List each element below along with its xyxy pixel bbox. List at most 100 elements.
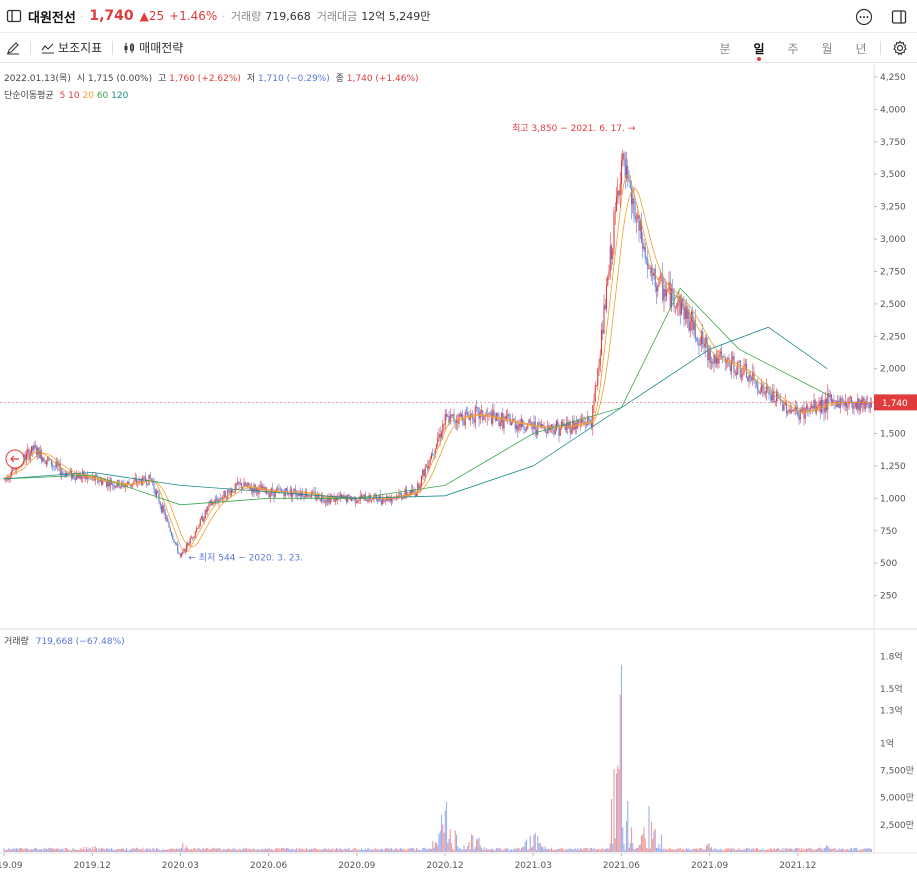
candle-body: [200, 516, 203, 520]
volume-bar: [592, 849, 594, 852]
panel-icon[interactable]: [891, 9, 907, 25]
volume-bar: [354, 848, 356, 852]
candle-body: [122, 482, 124, 484]
candle-body: [563, 424, 565, 427]
candle-body: [695, 338, 698, 340]
candle-body: [172, 535, 174, 540]
volume-bar: [62, 848, 64, 852]
volume-bar: [637, 847, 639, 852]
candle-body: [600, 329, 603, 356]
candle-body: [820, 400, 823, 413]
tab-day[interactable]: 일: [742, 40, 776, 61]
gear-icon[interactable]: [892, 40, 908, 56]
ma-legend[interactable]: 단순이동평균 5 10 20 60 120: [4, 88, 128, 101]
volume-bar: [74, 849, 76, 852]
candle-body: [454, 421, 456, 423]
y-tick-label: 4,000: [880, 105, 906, 115]
volume-bar: [325, 849, 328, 852]
volume-bar: [114, 850, 116, 852]
candle-body: [434, 448, 436, 455]
volume-bar: [533, 835, 535, 852]
volume-bar: [149, 848, 151, 852]
tab-month[interactable]: 월: [821, 41, 833, 56]
strategy-label: 매매전략: [139, 41, 184, 55]
strategy-button[interactable]: 매매전략: [123, 39, 183, 56]
volume-bar: [210, 849, 213, 852]
pencil-icon[interactable]: [6, 41, 20, 55]
candle-body: [419, 485, 421, 489]
volume-bar: [690, 850, 693, 852]
candle-body: [355, 502, 358, 504]
volume-bar: [339, 848, 341, 852]
candle-body: [728, 357, 730, 367]
info-date: 2022.01.13(목): [4, 74, 71, 84]
volume-bar: [583, 847, 585, 852]
volume-bar: [765, 850, 768, 852]
volume-bar: [408, 848, 410, 852]
strategy-icon: [124, 42, 135, 53]
volume-bar: [348, 847, 350, 852]
candle-body: [422, 469, 424, 476]
candle-body: [49, 459, 51, 460]
candle-body: [75, 474, 78, 480]
candle-body: [59, 463, 61, 475]
scroll-back-icon[interactable]: [5, 449, 25, 469]
candle-body: [714, 354, 716, 364]
volume-bar: [685, 847, 688, 852]
tab-minute[interactable]: 분: [719, 41, 731, 56]
volume-bar: [249, 848, 251, 852]
candle-body: [867, 403, 869, 405]
more-icon[interactable]: [855, 8, 873, 26]
volume-bar: [668, 848, 670, 852]
volume-bar: [78, 849, 80, 852]
candle-body: [483, 416, 485, 421]
volume-bar: [282, 848, 284, 852]
candle-body: [618, 190, 620, 196]
candle-body: [212, 502, 214, 505]
candle-body: [327, 496, 329, 502]
stock-name[interactable]: 대원전선: [28, 10, 76, 26]
volume-bar: [849, 848, 851, 852]
volume-bar: [622, 827, 624, 852]
candle-body: [210, 500, 213, 505]
volume-bar: [148, 849, 150, 852]
volume-bar: [58, 849, 60, 852]
indicator-button[interactable]: 보조지표: [41, 39, 102, 56]
volume-bar: [634, 849, 636, 852]
candle-body: [207, 506, 209, 512]
volume-bar: [773, 848, 775, 852]
volume-bar: [848, 849, 850, 852]
volume-bar: [65, 848, 68, 852]
volume-bar: [159, 850, 161, 852]
candle-body: [123, 483, 125, 488]
volume-bar: [828, 847, 830, 852]
candle-body: [253, 484, 255, 493]
candle-body: [217, 500, 219, 503]
candle-body: [132, 482, 134, 486]
y-tick-label: 1,750: [880, 397, 906, 407]
candle-body: [87, 476, 89, 479]
candle-body: [384, 500, 386, 502]
high-value: 1,760 (+2.62%): [169, 74, 241, 84]
candle-body: [364, 494, 366, 501]
volume-bar: [558, 848, 560, 852]
volume-bar: [88, 848, 90, 852]
candle-body: [495, 413, 498, 421]
volume-bar: [512, 850, 514, 852]
candle-body: [675, 306, 678, 307]
candle-body: [699, 344, 701, 346]
tab-year[interactable]: 년: [855, 41, 867, 56]
candle-body: [650, 267, 653, 273]
candle-body: [810, 406, 813, 408]
candle-body: [743, 365, 745, 374]
volume-bar: [557, 849, 559, 852]
candle-body: [574, 422, 576, 430]
candle-body: [603, 304, 605, 334]
volume-bar: [478, 837, 480, 852]
tab-week[interactable]: 주: [787, 41, 799, 56]
sidebar-icon[interactable]: [6, 8, 22, 24]
candle-body: [828, 393, 830, 397]
volume-bar: [308, 849, 310, 852]
volume-bar: [573, 849, 575, 852]
